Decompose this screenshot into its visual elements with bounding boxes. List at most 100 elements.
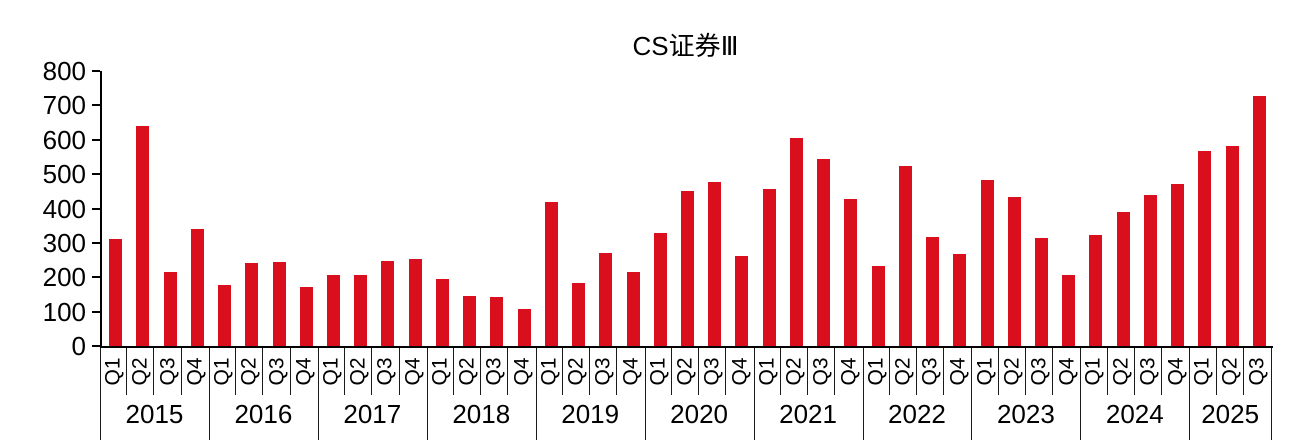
x-axis-quarter-label: Q2 — [673, 357, 697, 386]
x-axis-quarter-label: Q3 — [156, 357, 180, 386]
x-axis-quarter-cell: Q1 — [427, 348, 454, 395]
x-axis-quarter-label: Q4 — [946, 357, 970, 386]
bar-2024-q3 — [1143, 194, 1157, 346]
x-axis-quarter-label: Q1 — [101, 357, 125, 386]
bar-2015-q4 — [190, 228, 204, 346]
x-axis-quarter-label: Q3 — [591, 357, 615, 386]
bar-2023-q1 — [980, 179, 994, 346]
x-axis-quarter-label: Q1 — [973, 357, 997, 386]
x-axis-quarter-label: Q4 — [1055, 357, 1079, 386]
bar-2023-q3 — [1035, 238, 1049, 346]
x-axis-quarter-label: Q3 — [482, 357, 506, 386]
x-axis-quarter-cell: Q4 — [617, 348, 644, 395]
x-axis-quarter-cell: Q2 — [345, 348, 373, 395]
bar-2023-q2 — [1007, 197, 1021, 346]
x-axis-quarter-cell: Q1 — [209, 348, 237, 395]
x-axis-quarter-label: Q1 — [428, 357, 452, 386]
chart-title: CS证券Ⅲ — [632, 31, 739, 61]
x-axis-quarter-cell: Q3 — [808, 348, 836, 395]
x-axis-quarter-label: Q1 — [864, 357, 888, 386]
x-axis-quarter-label: Q3 — [809, 357, 833, 386]
x-axis-quarter-cell: Q4 — [1162, 348, 1189, 395]
x-axis-quarter-cell: Q3 — [590, 348, 618, 395]
x-axis-quarter-cell: Q1 — [318, 348, 346, 395]
bar-2017-q3 — [381, 260, 395, 346]
y-axis-tick-label: 100 — [42, 296, 86, 327]
x-axis-year-label: 2024 — [1105, 399, 1164, 429]
bar-2020-q2 — [681, 190, 694, 346]
year-boundary-line — [100, 348, 101, 440]
x-axis-quarter-cell: Q1 — [1189, 348, 1217, 395]
bar-2015-q2 — [136, 126, 150, 346]
bar-2021-q3 — [817, 159, 831, 346]
bar-2017-q1 — [326, 274, 340, 346]
bar-2024-q1 — [1089, 234, 1103, 346]
x-axis-quarter-cell: Q3 — [263, 348, 291, 395]
x-axis-quarter-cell: Q4 — [508, 348, 535, 395]
bar-2015-q1 — [109, 239, 123, 346]
x-axis-quarter-cell: Q2 — [890, 348, 917, 395]
x-axis-quarter-cell: Q2 — [781, 348, 809, 395]
y-axis-tick-label: 0 — [71, 331, 86, 361]
y-axis-tick-mark — [92, 138, 100, 141]
x-axis-quarter-label: Q4 — [183, 357, 207, 386]
x-axis-quarter-label: Q2 — [1218, 357, 1242, 386]
bar-2019-q3 — [599, 252, 613, 346]
bar-2019-q1 — [544, 201, 558, 346]
bar-2016-q2 — [245, 262, 259, 346]
year-boundary-line — [208, 348, 210, 440]
x-axis-quarter-cell: Q2 — [1217, 348, 1244, 395]
x-axis-quarter-label: Q1 — [646, 357, 670, 386]
bar-2025-q3 — [1252, 96, 1266, 346]
x-axis-quarter-cell: Q3 — [372, 348, 400, 395]
bar-2020-q4 — [735, 255, 749, 346]
year-boundary-line — [317, 348, 319, 440]
x-axis-quarter-cell: Q2 — [127, 348, 155, 395]
x-axis-quarter-label: Q2 — [891, 357, 915, 386]
y-axis-tick-mark — [92, 345, 100, 347]
x-axis-quarter-label: Q2 — [455, 357, 479, 386]
x-axis-year-label: 2021 — [779, 399, 837, 429]
x-axis-quarter-cell: Q3 — [1244, 348, 1271, 395]
y-axis-tick-mark — [92, 207, 100, 210]
bar-2016-q3 — [272, 261, 286, 346]
y-axis-tick-mark — [92, 104, 100, 107]
bar-2022-q3 — [926, 237, 940, 346]
bar-2020-q3 — [708, 182, 722, 346]
x-axis-quarter-cell: Q1 — [754, 348, 781, 395]
x-axis-quarter-label: Q2 — [128, 357, 152, 386]
x-axis-quarter-cell: Q3 — [154, 348, 182, 395]
x-axis-quarter-cell: Q2 — [563, 348, 591, 395]
x-axis-quarter-label: Q2 — [1000, 357, 1024, 386]
y-axis-tick-label: 300 — [42, 227, 86, 258]
y-axis-tick-label: 600 — [42, 124, 86, 155]
bar-2025-q2 — [1225, 145, 1239, 346]
bar-2022-q2 — [898, 165, 912, 346]
x-axis-quarter-label: Q4 — [292, 357, 316, 386]
x-axis-year-label: 2025 — [1201, 399, 1260, 429]
x-axis-quarter-cell: Q2 — [1108, 348, 1135, 395]
bar-2022-q1 — [871, 266, 885, 346]
x-axis-quarter-cell: Q3 — [1135, 348, 1163, 395]
x-axis-quarter-label: Q4 — [728, 357, 752, 386]
bar-2016-q4 — [299, 286, 313, 346]
year-boundary-line — [753, 348, 755, 440]
x-axis-quarter-cell: Q4 — [291, 348, 318, 395]
x-axis-quarter-label: Q2 — [782, 357, 806, 386]
x-axis-quarter-cell: Q4 — [835, 348, 862, 395]
bar-2019-q4 — [626, 272, 640, 346]
x-axis-quarter-label: Q1 — [319, 357, 343, 386]
x-axis-quarter-cell: Q4 — [400, 348, 427, 395]
y-axis-tick-label: 800 — [42, 56, 86, 86]
x-axis-quarter-label: Q3 — [700, 357, 724, 386]
x-axis-quarter-label: Q3 — [1027, 357, 1051, 386]
bar-2017-q2 — [354, 274, 368, 346]
year-boundary-line — [862, 348, 864, 440]
x-axis-quarter-label: Q4 — [510, 357, 534, 386]
x-axis-quarter-cell: Q3 — [917, 348, 945, 395]
x-axis-quarter-cell: Q4 — [944, 348, 971, 395]
x-axis-year-label: 2016 — [234, 399, 293, 429]
bar-2025-q1 — [1198, 150, 1212, 346]
x-axis-quarter-cell: Q2 — [454, 348, 482, 395]
